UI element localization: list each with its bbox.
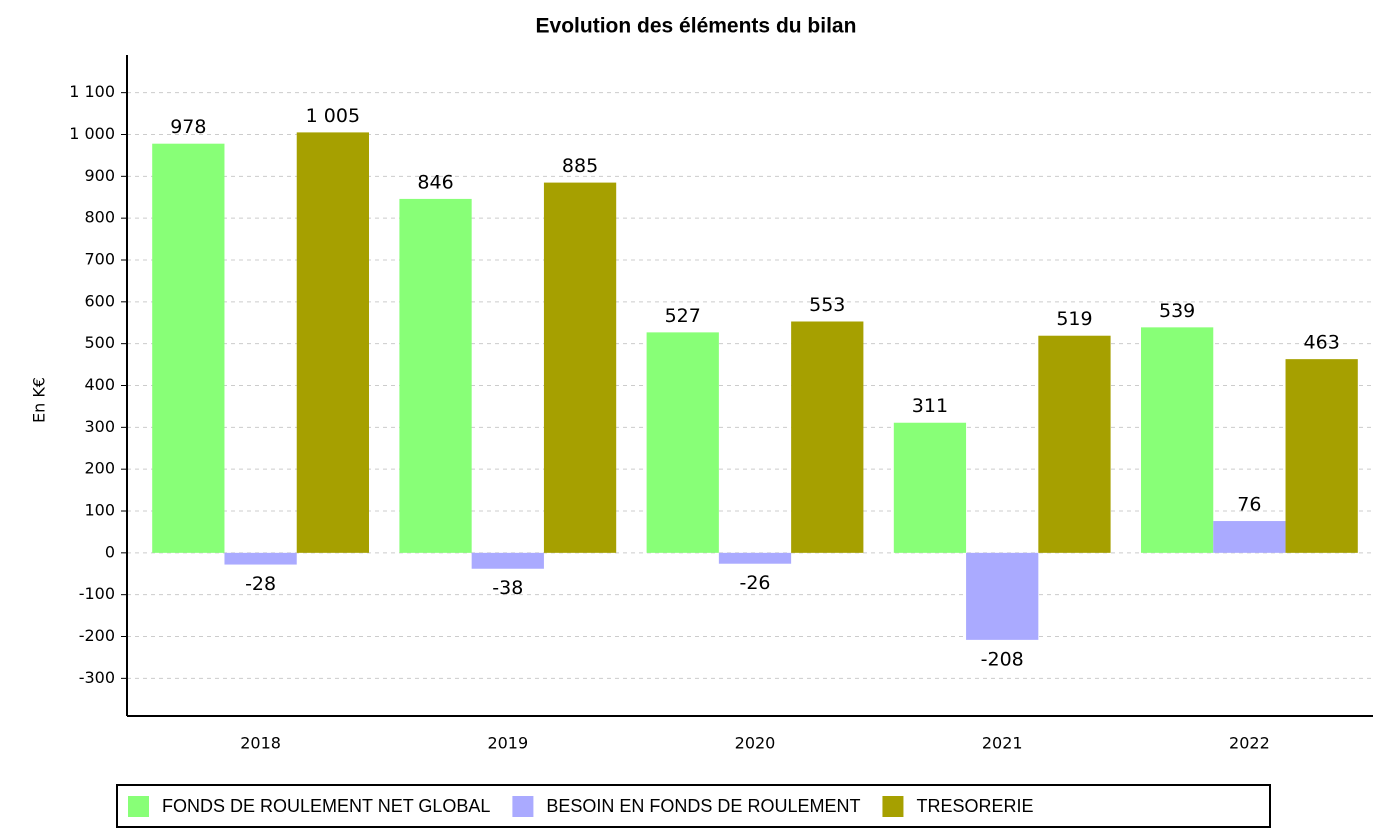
legend-label: TRESORERIE: [916, 796, 1033, 816]
y-tick-label: 700: [84, 249, 115, 268]
bar: [1141, 327, 1214, 553]
y-tick-label: 800: [84, 208, 115, 227]
bar: [646, 332, 719, 553]
y-tick-label: 300: [84, 417, 115, 436]
value-label: 519: [1056, 308, 1092, 330]
x-tick-label: 2022: [1229, 734, 1270, 753]
bar: [966, 552, 1039, 640]
y-tick-label: 1 100: [69, 82, 115, 101]
bar: [791, 321, 864, 553]
y-tick-label: 500: [84, 333, 115, 352]
bar: [718, 552, 792, 564]
y-tick-label: -200: [79, 626, 115, 645]
bar: [1285, 359, 1358, 553]
y-tick-label: 600: [84, 291, 115, 310]
value-label: -28: [245, 573, 276, 595]
chart-title: Evolution des éléments du bilan: [536, 15, 857, 38]
value-label: 1 005: [306, 105, 360, 127]
value-label: 527: [665, 305, 701, 327]
x-tick-label: 2020: [735, 734, 776, 753]
x-tick-label: 2019: [487, 734, 528, 753]
value-label: 311: [912, 395, 948, 417]
bar: [399, 198, 472, 553]
y-tick-label: 400: [84, 375, 115, 394]
y-tick-label: 1 000: [69, 124, 115, 143]
y-axis-label: En K€: [30, 377, 49, 423]
bar: [893, 422, 967, 553]
bar: [152, 143, 225, 553]
legend-swatch: [882, 796, 904, 817]
y-tick-label: 100: [84, 501, 115, 520]
value-label: 978: [170, 116, 206, 138]
value-label: 885: [562, 155, 598, 177]
bar: [296, 132, 369, 553]
value-label: 846: [417, 171, 453, 193]
value-label: -26: [739, 572, 770, 594]
legend-box: [116, 784, 1271, 828]
y-tick-label: 0: [105, 542, 115, 561]
bar: [1038, 335, 1111, 553]
value-label: 539: [1159, 300, 1195, 322]
bar: [471, 552, 544, 569]
legend-swatch: [512, 796, 534, 817]
legend-label: BESOIN EN FONDS DE ROULEMENT: [546, 796, 860, 816]
y-tick-label: 900: [84, 166, 115, 185]
y-tick-label: 200: [84, 459, 115, 478]
y-tick-label: -100: [79, 584, 115, 603]
x-tick-label: 2018: [240, 734, 281, 753]
x-tick-label: 2021: [982, 734, 1023, 753]
value-label: 76: [1237, 494, 1261, 516]
legend-label: FONDS DE ROULEMENT NET GLOBAL: [162, 796, 490, 816]
value-label: 553: [809, 294, 845, 316]
legend-swatch: [128, 796, 149, 817]
value-label: -208: [981, 648, 1024, 670]
bar: [224, 552, 297, 565]
value-label: 463: [1304, 332, 1340, 354]
bar: [543, 182, 617, 553]
y-tick-label: -300: [79, 668, 115, 687]
value-label: -38: [492, 577, 523, 599]
bar: [1213, 521, 1286, 553]
